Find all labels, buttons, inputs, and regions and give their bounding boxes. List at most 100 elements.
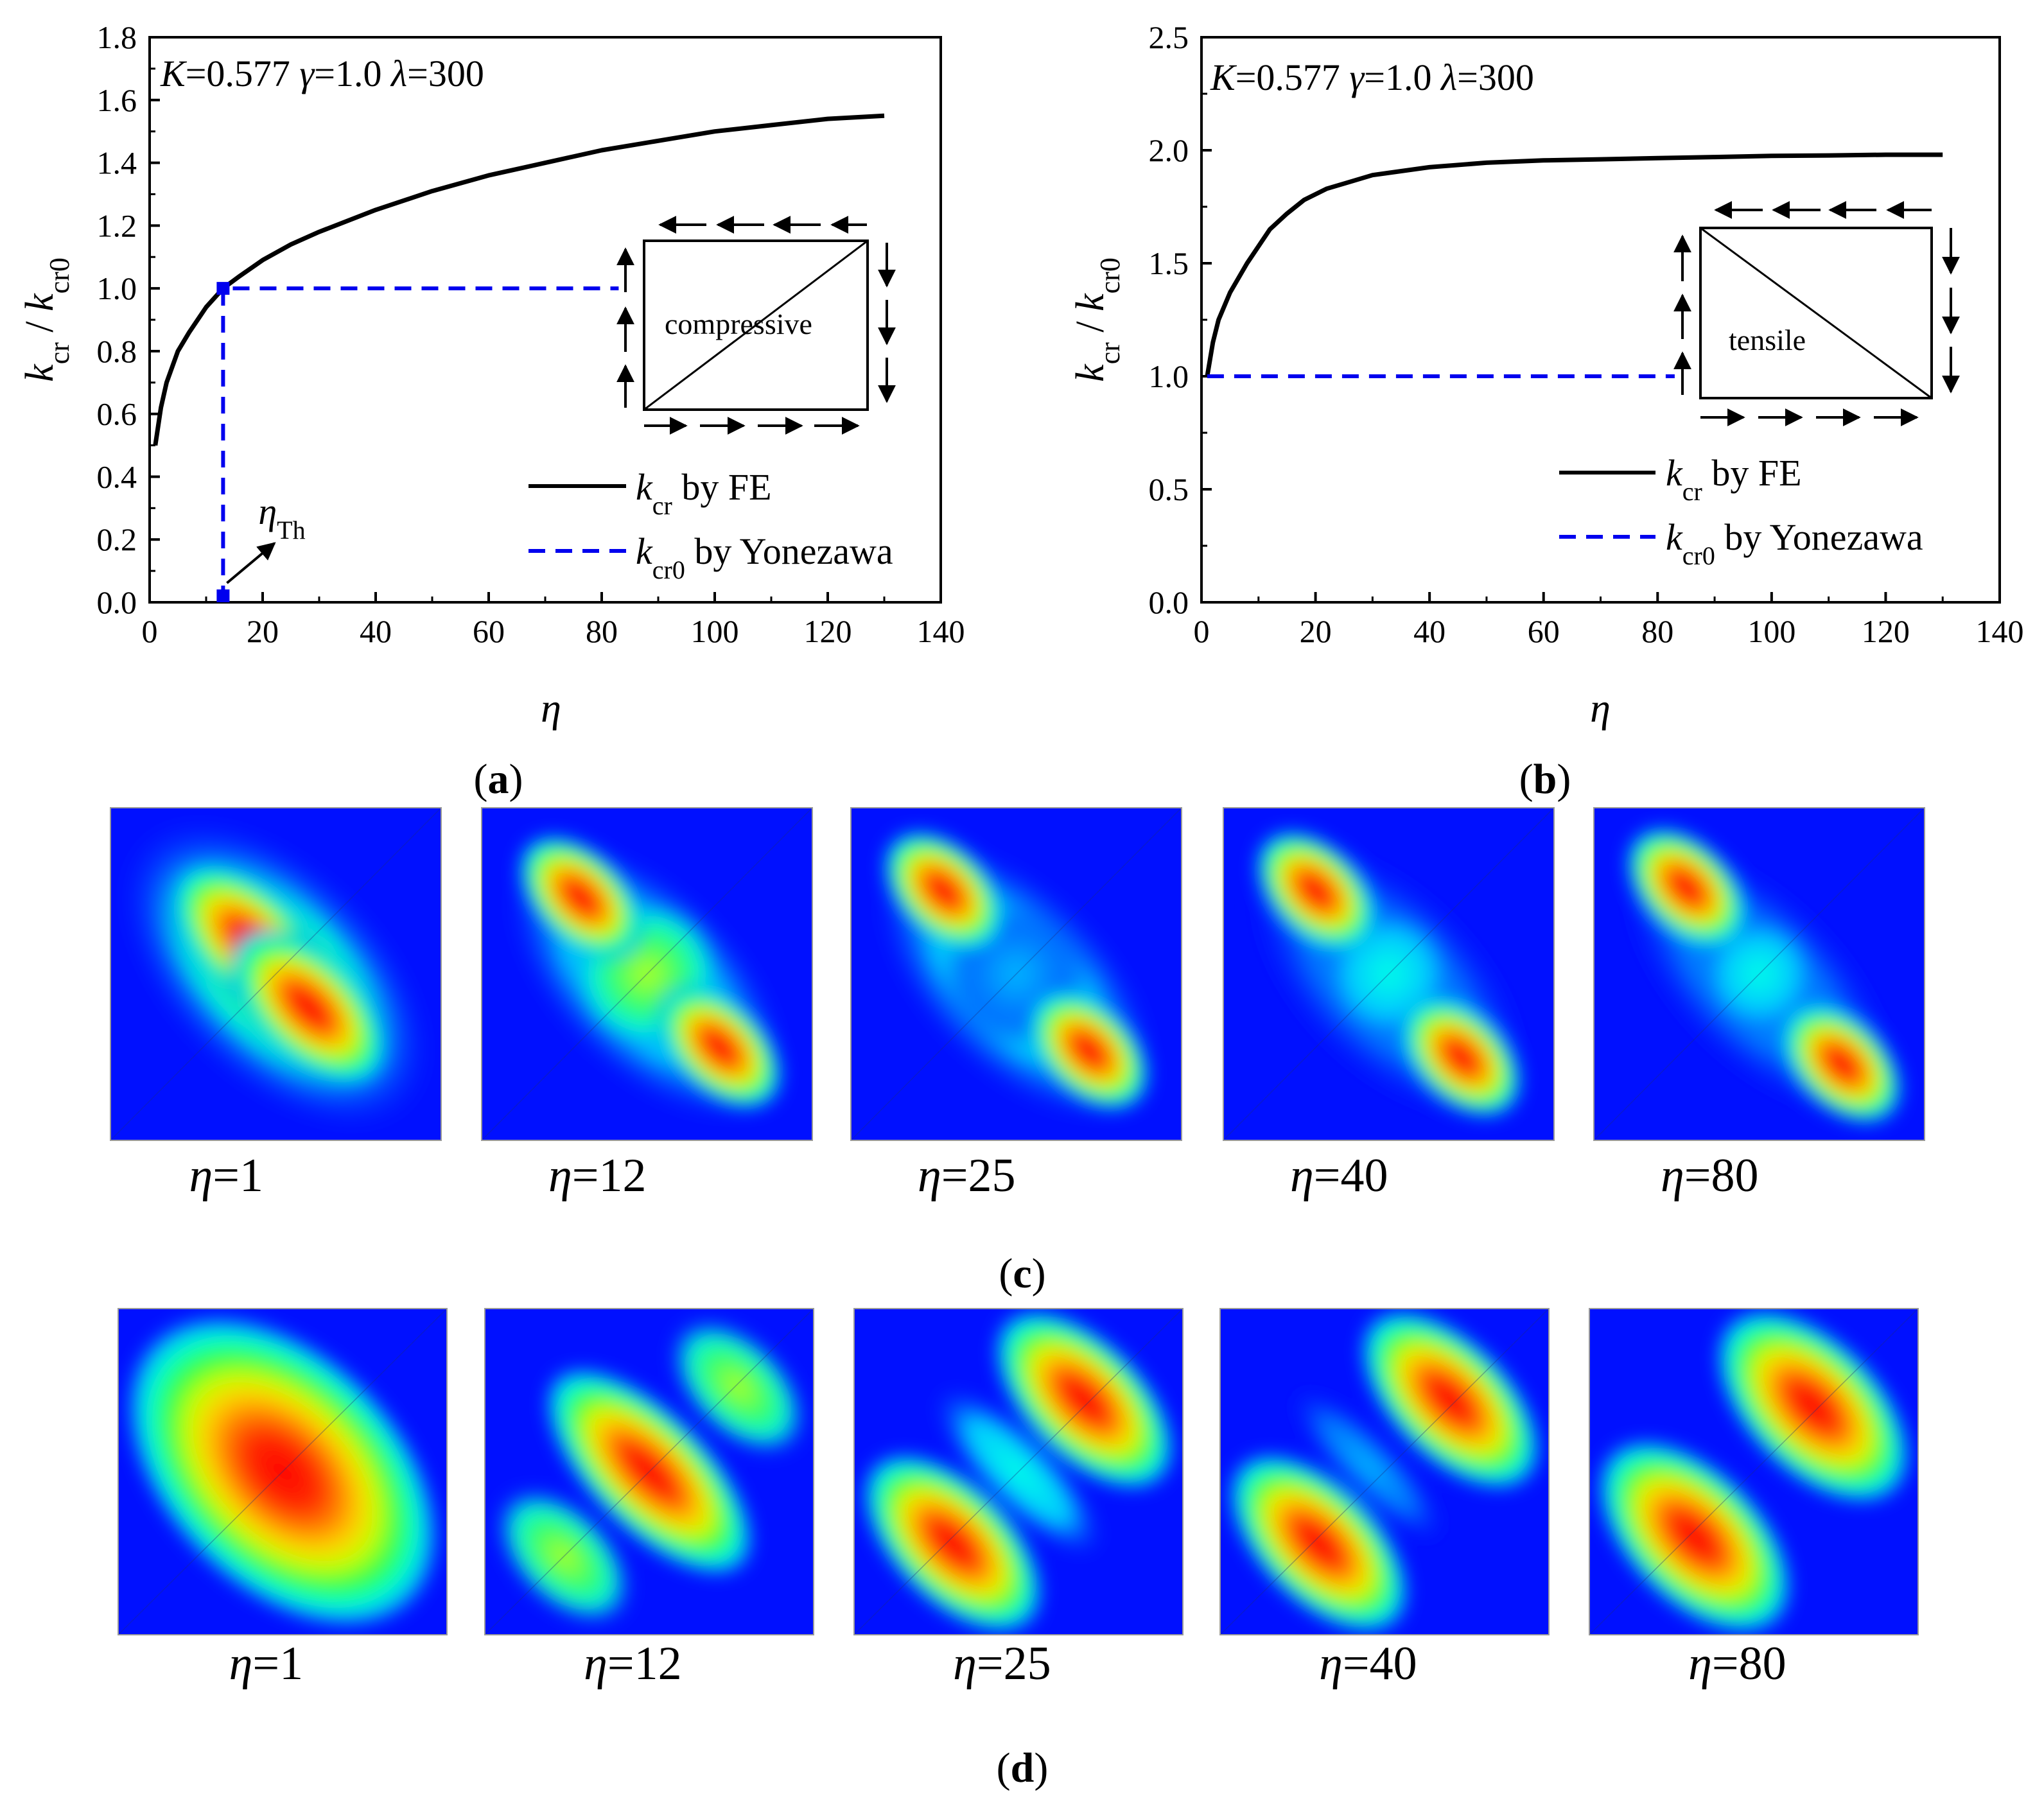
contour-diagonal [1223,807,1555,1141]
contour-frame [853,1308,1184,1635]
mode-shape-label: η=12 [584,1637,681,1690]
x-tick-label: 20 [1300,613,1332,649]
legend-yonezawa-label: kcr0 by Yonezawa [1666,516,1923,570]
contour-panel-c-5: η=80 [1593,807,1925,1202]
inset-plate [643,240,869,411]
y-tick-label: 0.5 [1149,471,1189,507]
contour-lobe [1028,989,1150,1111]
contour-frame [484,1308,814,1635]
plot-a-xlabel: η [541,685,561,731]
x-tick-label: 60 [473,613,505,649]
threshold-marker [216,589,230,602]
legend-fe-label: kcr by FE [1666,452,1802,506]
plot-b-ticks: 0 20 40 60 80 100 120 140 0.0 0.5 1.0 1.5 2.0 2.5 [1149,19,2024,649]
panel-b: 0 20 40 60 80 100 120 140 0.0 0.5 1.0 1.5 2.0 2.5 K=0… [1069,19,2024,803]
contour-panel-d-3: η=25 [853,1308,1184,1690]
plot-b-series [1205,152,1943,378]
y-tick-label: 1.6 [97,82,137,118]
title-lambda-val: =300 [407,53,484,94]
ylabel-cr: cr [44,342,75,365]
inset-label: tensile [1729,324,1806,356]
y-tick-label: 0.2 [97,521,137,557]
plot-a-legend: kcr by FE kcr0 by Yonezawa [528,466,893,584]
title-gamma-val: =1.0 [314,53,391,94]
x-tick-label: 60 [1528,613,1560,649]
contour-panel-c-1: η=1 [110,807,442,1202]
ylabel-k2: k [18,293,62,311]
contour-frame [110,807,442,1141]
contour-lobe [1781,1003,1903,1125]
inset-diagonal [1700,227,1932,399]
mode-shape-label: η=25 [918,1149,1015,1202]
x-tick-label: 80 [586,613,618,649]
contour-diagonal [110,807,442,1141]
x-tick-label: 40 [360,613,392,649]
contour-lobe [670,1318,807,1456]
eta-threshold-annotation: ηTh [216,282,306,602]
plot-b-legend: kcr by FE kcr0 by Yonezawa [1559,452,1923,570]
x-tick-label: 140 [917,613,965,649]
contour-panel-c-3: η=25 [850,807,1182,1202]
contour-panel-c-2: η=12 [481,807,813,1202]
panel-label-a: (a) [474,756,523,803]
contour-lobe [656,984,783,1110]
mode-shape-label: η=1 [229,1637,303,1690]
x-tick-label: 120 [1862,613,1910,649]
contour-lobe [544,1366,755,1577]
contour-lobe [993,1309,1175,1491]
contour-diagonal [853,1308,1184,1635]
y-tick-label: 0.4 [97,458,137,494]
contour-lobe [124,1313,441,1630]
contour-diagonal [1589,1308,1919,1635]
contour-diagonal [1219,1308,1550,1635]
x-tick-label: 40 [1413,613,1446,649]
x-tick-label: 100 [691,613,739,649]
y-tick-label: 0.8 [97,333,137,369]
contour-panel-d-5: η=80 [1589,1308,1919,1690]
contour-lobe [882,830,1004,952]
contour-lobe [862,1452,1044,1635]
contour-frame [481,807,813,1141]
legend-fe-label: kcr by FE [636,466,772,520]
contour-lobe [1625,827,1747,948]
panel-d-mode-shapes: η=1 η=12 η=25 η=40 η=80 [118,1308,1919,1690]
inset-diagonal [643,240,868,411]
mode-shape-label: η=40 [1319,1637,1417,1690]
panel-a: 0 20 40 60 80 100 120 140 0.0 0.2 0.4 0.6 0.8 1.0 1.2 1… [18,19,965,803]
y-tick-label: 0.0 [1149,584,1189,620]
y-tick-label: 2.5 [1149,19,1189,55]
plot-a-series [153,113,885,602]
series-kcr-fe [1205,152,1943,377]
contour-panel-d-2: η=12 [484,1308,814,1690]
x-tick-label: 80 [1641,613,1673,649]
contour-diagonal [484,1308,814,1635]
contour-frame [1589,1308,1919,1635]
x-tick-label: 20 [247,613,279,649]
panel-c-mode-shapes: η=1 η=12 η=25 η=40 η=80 [110,807,1925,1202]
y-tick-label: 1.5 [1149,245,1189,281]
contour-lobe [229,927,389,1087]
contour-lobe [518,835,644,961]
ylabel-slash: / [18,311,62,342]
panel-label-b: (b) [1519,756,1571,803]
contour-diagonal [850,807,1182,1141]
plot-b-title: K=0.577 γ=1.0 λ=300 [1210,57,1534,98]
contour-panel-c-4: η=40 [1223,807,1555,1202]
contour-lobe [1596,1439,1793,1635]
y-tick-label: 1.8 [97,19,137,55]
x-tick-label: 0 [1194,613,1210,649]
mode-shape-label: η=12 [548,1149,646,1202]
contour-panel-d-1: η=1 [118,1308,448,1690]
contour-frame [1223,807,1555,1141]
contour-diagonal [1593,807,1925,1141]
contour-frame [1219,1308,1550,1635]
ylabel-cr0: cr0 [44,257,75,293]
y-tick-label: 2.0 [1149,132,1189,168]
contour-frame [118,1308,448,1635]
contour-diagonal [481,807,813,1141]
mode-shape-label: η=1 [189,1149,263,1202]
title-gamma-var: γ [299,53,315,94]
y-tick-label: 0.6 [97,396,137,432]
inset-label: compressive [665,308,812,340]
title-k-var: K [160,53,188,94]
